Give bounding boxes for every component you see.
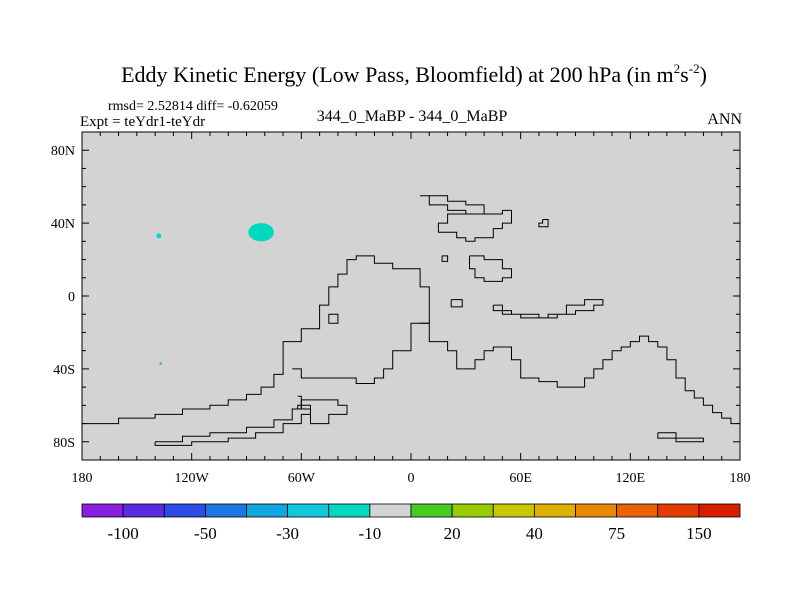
- plot-frame: [81, 131, 741, 461]
- y-tick-label: 40S: [53, 363, 75, 378]
- x-tick-label: 120W: [175, 471, 210, 486]
- colorbar-swatch: [246, 503, 289, 518]
- colorbar-swatch: [410, 503, 453, 518]
- coastline-east-asia-small: [469, 255, 512, 282]
- colorbar-swatch: [122, 503, 165, 518]
- colorbar-label: 150: [686, 524, 712, 543]
- tick-layer: 180 120W 60W 0 60E 120E 180 80N 40N 0 40S 80S: [51, 132, 751, 486]
- colorbar-label: -50: [194, 524, 217, 543]
- coastline-equatorial-strip: [492, 299, 604, 319]
- anomaly-blob-small-cyan: [156, 233, 162, 239]
- title-sup-2: -2: [689, 61, 700, 76]
- plot-background: [82, 132, 740, 460]
- colorbar-swatch: [451, 503, 494, 518]
- colorbar-swatch: [492, 503, 535, 518]
- title-sup-1: 2: [674, 61, 681, 76]
- coastline-island-b: [450, 299, 463, 308]
- coastline-island-a: [328, 313, 339, 324]
- coastline-island-d: [538, 219, 549, 228]
- x-tick-label: 60E: [509, 471, 532, 486]
- anomaly-layer: [156, 223, 274, 365]
- colorbar-label: 75: [608, 524, 625, 543]
- x-tick-label: 180: [730, 471, 751, 486]
- coastline-south-ridge: [155, 395, 302, 443]
- anomaly-dot-green: [159, 361, 162, 365]
- coastline-america: [82, 255, 430, 425]
- x-tick-label: 60W: [288, 471, 316, 486]
- x-tick-label: 0: [408, 471, 415, 486]
- colorbar-label: 40: [526, 524, 543, 543]
- colorbar-swatch: [533, 503, 576, 518]
- colorbar-label: 20: [444, 524, 461, 543]
- colorbar-swatch: [204, 503, 247, 518]
- colorbar-label: -100: [108, 524, 139, 543]
- colorbar-swatch: [81, 503, 124, 518]
- colorbar-label: -10: [359, 524, 382, 543]
- colorbar-swatch: [698, 503, 741, 518]
- coastline-island-c: [441, 255, 449, 262]
- coastline-africa-eurasia: [420, 195, 512, 242]
- colorbar-swatch: [616, 503, 659, 518]
- colorbar: -100 -50 -30 -10 20 40 75 150: [81, 503, 741, 543]
- y-tick-label: 80S: [53, 436, 75, 451]
- coastline-layer: [82, 195, 740, 446]
- colorbar-label: -30: [276, 524, 299, 543]
- y-tick-label: 0: [68, 290, 75, 305]
- y-tick-label: 40N: [51, 217, 75, 232]
- y-tick-label: 80N: [51, 144, 75, 159]
- colorbar-swatch: [287, 503, 330, 518]
- expt-label: Expt = teYdr1-teYdr: [80, 114, 205, 130]
- title-mid: s: [680, 62, 689, 87]
- figure-title: Eddy Kinetic Energy (Low Pass, Bloomfiel…: [121, 61, 707, 87]
- coastline-peninsula: [300, 399, 348, 425]
- colorbar-swatch: [575, 503, 618, 518]
- colorbar-swatch: [328, 503, 371, 518]
- stats-label: rmsd= 2.52814 diff= -0.62059: [108, 99, 278, 114]
- anomaly-blob-north-pacific: [248, 223, 274, 242]
- coastline-south-continent: [420, 322, 740, 425]
- colorbar-swatch: [369, 503, 412, 518]
- title-suffix: ): [700, 62, 707, 87]
- x-tick-label: 120E: [616, 471, 646, 486]
- colorbar-swatch: [163, 503, 206, 518]
- coastline-south-east: [657, 432, 704, 443]
- case-label: 344_0_MaBP - 344_0_MaBP: [317, 108, 508, 125]
- colorbar-swatch: [657, 503, 700, 518]
- x-tick-label: 180: [72, 471, 93, 486]
- title-prefix: Eddy Kinetic Energy (Low Pass, Bloomfiel…: [121, 62, 674, 87]
- period-label: ANN: [707, 111, 742, 128]
